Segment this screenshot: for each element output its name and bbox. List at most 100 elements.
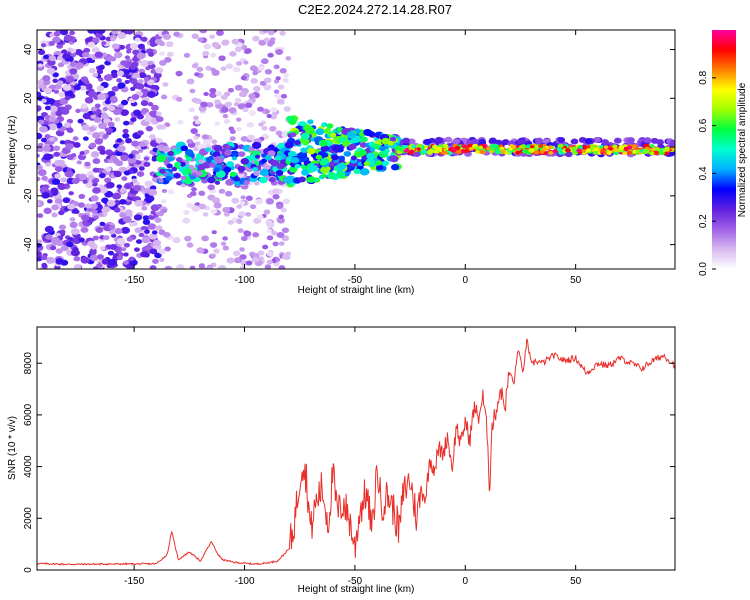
heatmap-cell [397, 146, 403, 151]
heatmap-cell [123, 170, 131, 176]
heatmap-cell [158, 248, 166, 255]
heatmap-cell [138, 166, 145, 171]
heatmap-cell [257, 65, 265, 71]
heatmap-cell [98, 172, 106, 179]
heatmap-cell [649, 144, 655, 148]
heatmap-cell [285, 156, 293, 162]
heatmap-cell [267, 150, 276, 157]
snr-y-tick-label: 4000 [23, 455, 34, 478]
heatmap-cell [49, 55, 57, 62]
heatmap-cell [44, 134, 51, 139]
heatmap-cell [129, 65, 137, 70]
heatmap-cell [37, 153, 40, 158]
heatmap-cell [257, 199, 264, 204]
heatmap-cell [300, 147, 308, 154]
heatmap-cell [117, 32, 127, 40]
heatmap-cell [653, 150, 660, 156]
heatmap-cell [147, 60, 154, 66]
heatmap-cell [225, 190, 233, 197]
heatmap-cell [210, 52, 217, 58]
heatmap-cell [100, 112, 109, 119]
heatmap-cell [121, 226, 131, 234]
heatmap-cell [55, 110, 63, 117]
heatmap-cell [73, 142, 81, 148]
heatmap-cell [144, 244, 152, 251]
heatmap-cell [196, 247, 205, 254]
heatmap-cell [145, 125, 153, 132]
heatmap-cell [75, 108, 81, 114]
heatmap-cell [81, 214, 90, 222]
heatmap-cell [488, 137, 497, 144]
heatmap-cell [114, 117, 121, 122]
heatmap-cell [185, 156, 193, 162]
heatmap-cell [172, 237, 181, 244]
heatmap-cell [57, 183, 67, 190]
heatmap-cell [293, 140, 301, 146]
heatmap-cell [375, 165, 384, 171]
heatmap-cell [435, 149, 441, 153]
heatmap-cell [350, 155, 357, 161]
heatmap-cell [444, 136, 453, 143]
heatmap-cell [69, 221, 78, 228]
heatmap-cell [42, 145, 51, 152]
heatmap-cell [123, 69, 131, 75]
heatmap-cell [137, 79, 144, 84]
heatmap-cell [127, 156, 137, 164]
heatmap-cell [144, 229, 150, 234]
heatmap-cell [98, 65, 105, 71]
heatmap-cell [229, 136, 236, 142]
heatmap-cell [268, 176, 276, 183]
heatmap-cell [196, 66, 204, 72]
heatmap-cell [191, 33, 199, 39]
heatmap-cell [240, 75, 247, 81]
heatmap-cell [124, 183, 131, 189]
heatmap-cell [490, 144, 497, 149]
heatmap-cell [103, 224, 113, 232]
heatmap-cell [195, 170, 203, 177]
heatmap-cell [389, 136, 397, 142]
heatmap-cell [49, 105, 58, 113]
heatmap-cell [201, 134, 210, 140]
heatmap-cell [156, 40, 163, 45]
heatmap-cell [81, 124, 90, 131]
heatmap-cell [269, 125, 277, 132]
heatmap-cell [215, 90, 223, 97]
heatmap-cell [107, 250, 115, 256]
heatmap-cell [308, 164, 318, 172]
heatmap-cell [71, 209, 77, 214]
heatmap-cell [98, 122, 107, 130]
heatmap-cell [278, 265, 286, 269]
heatmap-cell [389, 155, 399, 163]
heatmap-cell [279, 68, 287, 74]
heatmap-cell [363, 129, 373, 136]
heatmap-cell [226, 257, 235, 264]
snr-y-tick-label: 8000 [23, 352, 34, 375]
heatmap-cell [353, 168, 361, 175]
heatmap-cell [167, 156, 175, 162]
heatmap-cell [245, 260, 253, 266]
heatmap-cell [259, 80, 267, 86]
heatmap-cell [134, 199, 144, 207]
heatmap-cell [59, 140, 66, 145]
heatmap-cell [534, 145, 540, 149]
spectrogram-frame [36, 29, 676, 270]
heatmap-cell [123, 260, 129, 265]
spectrogram-y-tick-label: 0 [23, 144, 34, 150]
heatmap-cell [186, 242, 194, 248]
heatmap-cell [307, 147, 316, 155]
heatmap-cell [155, 111, 162, 117]
heatmap-cell [275, 257, 281, 262]
heatmap-cell [249, 204, 257, 210]
heatmap-cell [239, 200, 246, 206]
heatmap-cell [37, 201, 41, 206]
heatmap-cell [279, 30, 286, 36]
heatmap-cell [189, 175, 196, 180]
heatmap-cell [236, 127, 242, 132]
heatmap-cell [90, 195, 99, 202]
heatmap-cell [237, 103, 246, 110]
heatmap-cell [37, 63, 44, 68]
heatmap-cell [435, 136, 443, 143]
heatmap-cell [58, 92, 65, 98]
heatmap-cell [231, 156, 237, 161]
heatmap-cell [224, 101, 233, 108]
